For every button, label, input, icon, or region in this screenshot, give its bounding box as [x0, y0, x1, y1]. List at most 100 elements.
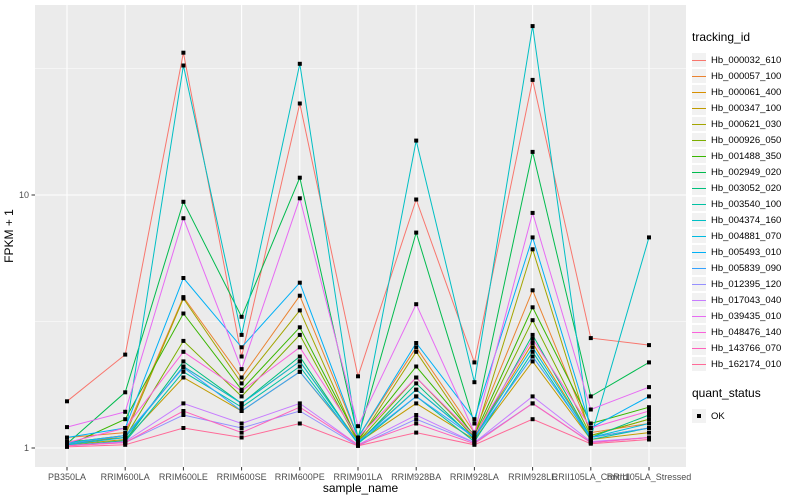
- legend-item: Hb_002949_020: [692, 164, 798, 180]
- x-tick-label: RRIM600LE: [159, 472, 208, 482]
- data-point: [414, 430, 419, 435]
- legend-key-line: [692, 75, 706, 77]
- data-point: [530, 247, 535, 252]
- data-point: [239, 367, 244, 372]
- data-point: [181, 409, 186, 413]
- data-point: [181, 359, 186, 364]
- legend-item-label: Hb_001488_350: [711, 150, 782, 162]
- legend-title-quant-status: quant_status: [692, 386, 761, 400]
- legend-key-swatch: [692, 53, 706, 67]
- data-point: [414, 417, 419, 422]
- data-point: [181, 338, 186, 343]
- legend-key-swatch: [692, 293, 706, 307]
- legend-item-label: Hb_000032_610: [711, 54, 782, 66]
- data-point: [472, 360, 477, 365]
- data-point: [530, 349, 535, 354]
- data-point: [588, 336, 593, 341]
- y-tick-label: 10: [19, 190, 29, 200]
- series-points: [65, 24, 651, 449]
- data-point: [530, 359, 535, 364]
- data-point: [414, 230, 419, 235]
- data-point: [530, 336, 535, 341]
- data-point: [239, 435, 244, 440]
- legend-item-label: Hb_000926_050: [711, 134, 782, 146]
- y-tick-label: 1: [24, 443, 29, 453]
- data-point: [472, 421, 477, 426]
- legend-item-label: Hb_162174_010: [711, 358, 782, 370]
- data-point: [588, 441, 593, 446]
- data-point: [472, 433, 477, 438]
- data-point: [297, 405, 302, 410]
- legend-item: Hb_000057_100: [692, 68, 798, 84]
- legend-key-line: [692, 299, 706, 301]
- legend-item: Hb_048476_140: [692, 324, 798, 340]
- data-point: [181, 413, 186, 417]
- data-point: [239, 421, 244, 426]
- data-point: [297, 364, 302, 369]
- data-point: [123, 409, 128, 414]
- data-point: [530, 149, 535, 154]
- legend-key-line: [692, 363, 706, 365]
- data-point: [647, 430, 651, 435]
- data-point: [530, 305, 535, 310]
- data-point: [123, 440, 128, 445]
- x-tick-label: RRIM928BA: [391, 472, 441, 482]
- legend-key-line: [692, 107, 706, 109]
- data-point: [647, 417, 651, 422]
- data-point: [356, 374, 360, 379]
- legend-item: Hb_143766_070: [692, 340, 798, 356]
- data-point: [588, 407, 593, 412]
- legend-key-swatch: [692, 133, 706, 147]
- data-point: [297, 293, 302, 298]
- data-point: [297, 354, 302, 359]
- legend-item: Hb_162174_010: [692, 356, 798, 372]
- data-point: [414, 345, 419, 350]
- data-point: [297, 369, 302, 374]
- legend-item-label: Hb_012395_120: [711, 278, 782, 290]
- legend-key-swatch: [692, 165, 706, 179]
- legend-key-swatch: [692, 85, 706, 99]
- data-point: [414, 394, 419, 399]
- data-point: [588, 394, 593, 399]
- legend-item-label: Hb_003052_020: [711, 182, 782, 194]
- data-point: [356, 424, 360, 429]
- x-tick-label: RRII105LA_Control: [552, 472, 630, 482]
- data-point: [239, 314, 244, 319]
- legend-key-line: [692, 347, 706, 349]
- data-point: [414, 421, 419, 426]
- data-point: [181, 50, 186, 55]
- data-point: [647, 409, 651, 413]
- legend-item-label: Hb_048476_140: [711, 326, 782, 338]
- data-point: [530, 24, 535, 29]
- data-point: [181, 365, 186, 370]
- legend-item: Hb_000926_050: [692, 132, 798, 148]
- legend-item-label: Hb_000347_100: [711, 102, 782, 114]
- data-point: [414, 413, 419, 417]
- data-point: [181, 369, 186, 374]
- data-point: [530, 354, 535, 359]
- legend-item: Hb_000032_610: [692, 52, 798, 68]
- y-axis-title: FPKM + 1: [2, 209, 16, 263]
- data-point: [181, 199, 186, 204]
- legend-key-swatch: [692, 277, 706, 291]
- data-point: [414, 381, 419, 386]
- data-point: [297, 401, 302, 406]
- legend-item: Hb_005493_010: [692, 244, 798, 260]
- data-point: [181, 311, 186, 316]
- legend-key-swatch: [692, 69, 706, 83]
- data-point: [239, 381, 244, 386]
- legend-item-label: Hb_017043_040: [711, 294, 782, 306]
- data-point: [65, 399, 69, 404]
- data-point: [472, 380, 477, 385]
- legend-key-swatch: [692, 101, 706, 115]
- data-point: [588, 426, 593, 430]
- legend-item: Hb_004374_160: [692, 212, 798, 228]
- data-point: [181, 63, 186, 68]
- data-point: [530, 332, 535, 337]
- data-point: [123, 417, 128, 422]
- data-point: [647, 385, 651, 390]
- legend-key-swatch: [692, 357, 706, 371]
- data-point: [414, 138, 419, 143]
